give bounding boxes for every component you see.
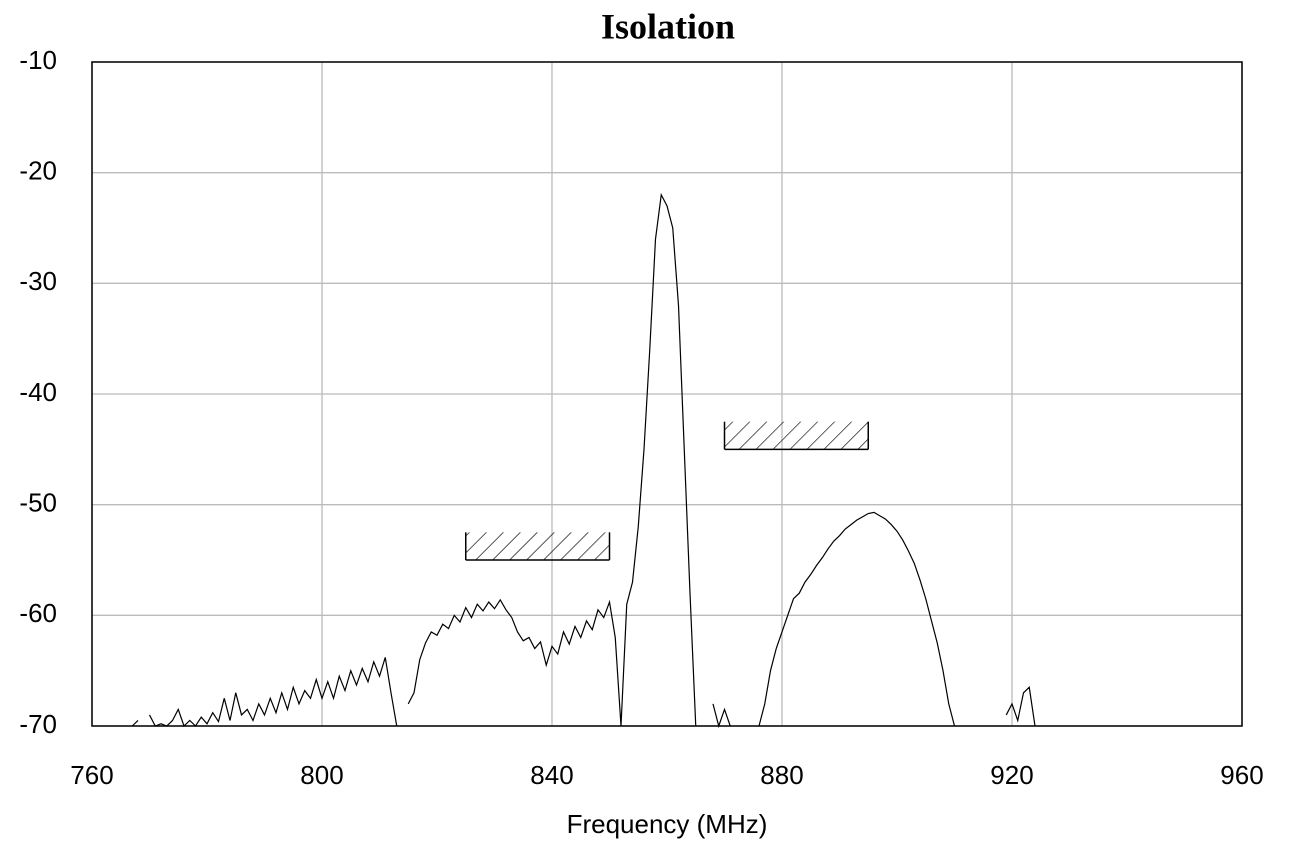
chart-title: Isolation	[601, 6, 735, 46]
x-axis-label: Frequency (MHz)	[567, 809, 768, 839]
y-tick-label: -30	[19, 266, 57, 296]
x-tick-label: 880	[760, 760, 803, 790]
x-tick-label: 920	[990, 760, 1033, 790]
y-tick-label: -40	[19, 377, 57, 407]
data-line	[131, 192, 1036, 729]
y-tick-label: -10	[19, 45, 57, 75]
x-tick-label: 840	[530, 760, 573, 790]
plot-frame	[91, 61, 1243, 727]
x-tick-label: 760	[70, 760, 113, 790]
limit-hatch	[465, 532, 610, 560]
limit-hatch	[724, 421, 869, 450]
y-tick-label: -70	[19, 709, 57, 739]
y-tick-label: -20	[19, 156, 57, 186]
x-tick-label: 800	[300, 760, 343, 790]
y-tick-label: -50	[19, 488, 57, 518]
x-tick-label: 960	[1220, 760, 1263, 790]
y-tick-label: -60	[19, 598, 57, 628]
